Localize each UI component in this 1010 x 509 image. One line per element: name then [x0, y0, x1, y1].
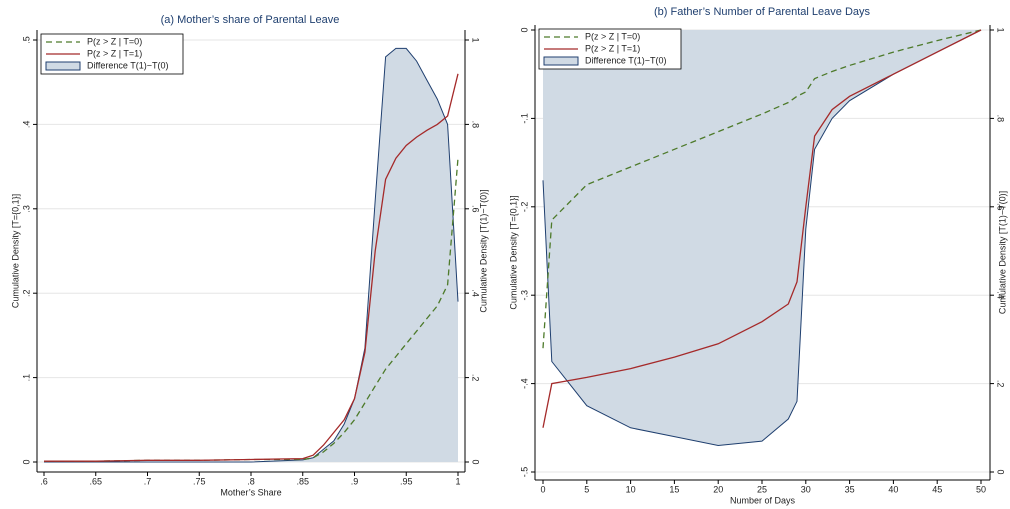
y-tick-label: -.3 — [519, 290, 529, 301]
panel: (b) Father’s Number of Parental Leave Da… — [508, 6, 1007, 505]
difference-area — [44, 48, 458, 463]
x-axis-label: Number of Days — [730, 495, 796, 505]
y-axis-label: Cumulative Density [T={0,1}] — [508, 195, 518, 309]
y2-tick-label: .6 — [471, 205, 481, 213]
y2-tick-label: .8 — [996, 115, 1006, 123]
x-tick-label: 1 — [455, 476, 460, 486]
series-line — [542, 29, 982, 349]
x-tick-label: .65 — [89, 476, 102, 486]
x-tick-label: 40 — [888, 484, 898, 494]
y-tick-label: -.2 — [519, 202, 529, 213]
x-tick-label: .7 — [144, 476, 152, 486]
chart-title: (a) Mother’s share of Parental Leave — [161, 14, 340, 26]
y-tick-label: .1 — [21, 374, 31, 382]
y-axis-label: Cumulative Density [T={0,1}] — [10, 194, 20, 308]
y-tick-label: .2 — [21, 289, 31, 297]
x-tick-label: .95 — [400, 476, 413, 486]
panel: (a) Mother’s share of Parental Leave 0 .1.… — [10, 14, 488, 497]
y-tick-label: .5 — [21, 36, 31, 44]
x-tick-label: 45 — [932, 484, 942, 494]
x-tick-label: 15 — [669, 484, 679, 494]
y2-tick-label: 1 — [996, 27, 1006, 32]
difference-area — [543, 30, 981, 446]
x-tick-label: .85 — [296, 476, 309, 486]
y-tick-label: -.5 — [519, 467, 529, 478]
x-tick-label: 20 — [713, 484, 723, 494]
x-tick-label: 10 — [626, 484, 636, 494]
chart-title: (b) Father’s Number of Parental Leave Da… — [654, 6, 871, 18]
y2-axis-label: Cumulative Density [T(1)−T(0)] — [478, 189, 488, 312]
legend-label: P(z > Z | T=0) — [87, 36, 142, 46]
series-line — [542, 29, 982, 428]
y2-tick-label: .4 — [471, 289, 481, 297]
legend-label: P(z > Z | T=1) — [585, 43, 640, 53]
legend-label: Difference T(1)−T(0) — [585, 55, 666, 65]
x-tick-label: 30 — [801, 484, 811, 494]
series-line — [44, 73, 459, 462]
x-tick-label: 0 — [540, 484, 545, 494]
y2-tick-label: 0 — [471, 459, 481, 464]
y2-tick-label: .8 — [471, 121, 481, 129]
x-tick-label: .8 — [247, 476, 255, 486]
y2-tick-label: 1 — [471, 37, 481, 42]
y-tick-label: .3 — [21, 205, 31, 213]
legend-label: P(z > Z | T=1) — [87, 48, 142, 58]
y-tick-label: 0 — [519, 27, 529, 32]
x-tick-label: .6 — [40, 476, 48, 486]
y-tick-label: .4 — [21, 121, 31, 129]
x-axis-label: Mother’s Share — [220, 487, 281, 497]
y2-tick-label: .2 — [996, 380, 1006, 388]
x-tick-label: .9 — [351, 476, 359, 486]
legend-swatch — [45, 61, 81, 71]
y2-tick-label: .6 — [996, 203, 1006, 211]
y2-axis-label: Cumulative Density [T(1)−T(0)] — [997, 191, 1007, 314]
x-tick-label: 50 — [976, 484, 986, 494]
difference-edge — [542, 29, 982, 447]
y-tick-label: 0 — [21, 459, 31, 464]
x-tick-label: 35 — [845, 484, 855, 494]
y2-tick-label: 0 — [996, 469, 1006, 474]
y-tick-label: -.4 — [519, 378, 529, 389]
legend-swatch — [543, 56, 579, 66]
x-tick-label: 5 — [584, 484, 589, 494]
y2-tick-label: .2 — [471, 374, 481, 382]
y-tick-label: -.1 — [519, 113, 529, 124]
y2-tick-label: .4 — [996, 291, 1006, 299]
legend-label: P(z > Z | T=0) — [585, 31, 640, 41]
x-tick-label: .75 — [193, 476, 206, 486]
legend-label: Difference T(1)−T(0) — [87, 60, 168, 70]
x-tick-label: 25 — [757, 484, 767, 494]
